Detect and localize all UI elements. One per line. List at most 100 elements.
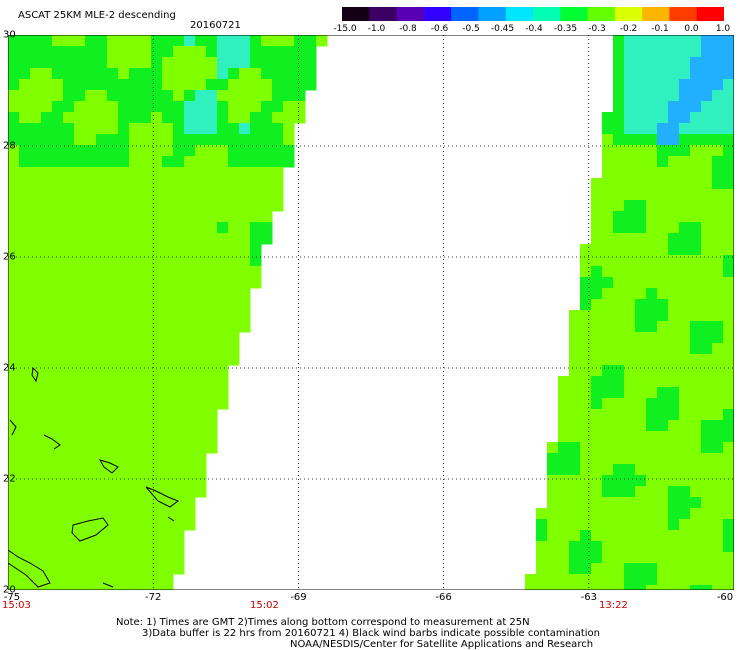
- swath-cell: [63, 431, 75, 443]
- swath-cell: [679, 453, 691, 465]
- swath-cell: [624, 453, 636, 465]
- swath-cell: [679, 431, 691, 443]
- swath-cell: [118, 574, 130, 586]
- swath-cell: [723, 57, 734, 69]
- swath-cell: [701, 211, 713, 223]
- swath-cell: [668, 530, 680, 542]
- swath-cell: [173, 453, 185, 465]
- swath-cell: [569, 332, 581, 344]
- swath-cell: [239, 310, 251, 322]
- swath-cell: [195, 112, 207, 124]
- swath-cell: [228, 156, 240, 168]
- swath-cell: [184, 233, 196, 245]
- swath-cell: [712, 365, 724, 377]
- swath-cell: [8, 332, 20, 344]
- swath-cell: [151, 475, 163, 487]
- swath-cell: [206, 57, 218, 69]
- swath-cell: [228, 145, 240, 157]
- swath-cell: [635, 35, 647, 47]
- swath-cell: [129, 475, 141, 487]
- swath-cell: [41, 46, 53, 58]
- swath-cell: [591, 376, 603, 388]
- swath-cell: [602, 431, 614, 443]
- swath-cell: [679, 277, 691, 289]
- swath-cell: [602, 409, 614, 421]
- swath-cell: [74, 486, 86, 498]
- swath-cell: [162, 574, 174, 586]
- swath-cell: [217, 112, 229, 124]
- swath-cell: [195, 46, 207, 58]
- swath-cell: [613, 35, 625, 47]
- swath-cell: [85, 68, 97, 80]
- swath-cell: [602, 574, 614, 586]
- swath-cell: [294, 68, 306, 80]
- swath-cell: [63, 167, 75, 179]
- swath-cell: [679, 486, 691, 498]
- swath-cell: [723, 189, 734, 201]
- swath-cell: [52, 365, 64, 377]
- swath-cell: [8, 541, 20, 553]
- swath-cell: [173, 255, 185, 267]
- swath-cell: [118, 354, 130, 366]
- swath-cell: [294, 101, 306, 113]
- swath-cell: [206, 255, 218, 267]
- swath-cell: [63, 145, 75, 157]
- colorbar-tick-label: 0.0: [684, 24, 699, 34]
- swath-cell: [712, 431, 724, 443]
- swath-cell: [140, 519, 152, 531]
- swath-cell: [701, 255, 713, 267]
- swath-cell: [569, 409, 581, 421]
- swath-cell: [580, 266, 592, 278]
- swath-cell: [96, 277, 108, 289]
- swath-cell: [646, 486, 658, 498]
- swath-cell: [52, 541, 64, 553]
- swath-cell: [74, 266, 86, 278]
- swath-cell: [635, 453, 647, 465]
- swath-cell: [173, 552, 185, 564]
- swath-cell: [151, 398, 163, 410]
- swath-cell: [272, 189, 284, 201]
- swath-cell: [63, 343, 75, 355]
- swath-cell: [173, 365, 185, 377]
- swath-cell: [591, 552, 603, 564]
- swath-cell: [41, 508, 53, 520]
- swath-cell: [712, 134, 724, 146]
- swath-cell: [162, 519, 174, 531]
- time-label-left: 15:03: [2, 600, 31, 611]
- swath-cell: [602, 475, 614, 487]
- swath-cell: [712, 123, 724, 135]
- swath-cell: [602, 552, 614, 564]
- swath-cell: [547, 475, 559, 487]
- swath-cell: [52, 321, 64, 333]
- swath-cell: [96, 255, 108, 267]
- swath-cell: [129, 222, 141, 234]
- swath-cell: [635, 189, 647, 201]
- swath-cell: [690, 376, 702, 388]
- swath-cell: [173, 530, 185, 542]
- swath-cell: [690, 519, 702, 531]
- swath-cell: [712, 398, 724, 410]
- swath-cell: [580, 244, 592, 256]
- swath-cell: [250, 167, 262, 179]
- swath-cell: [52, 387, 64, 399]
- swath-cell: [206, 35, 218, 47]
- swath-cell: [30, 244, 42, 256]
- swath-cell: [162, 376, 174, 388]
- swath-cell: [107, 497, 119, 509]
- swath-cell: [283, 68, 295, 80]
- swath-cell: [250, 123, 262, 135]
- swath-cell: [129, 409, 141, 421]
- swath-cell: [41, 486, 53, 498]
- swath-cell: [184, 79, 196, 91]
- swath-cell: [272, 134, 284, 146]
- swath-cell: [712, 222, 724, 234]
- swath-cell: [690, 486, 702, 498]
- swath-cell: [19, 145, 31, 157]
- swath-cell: [657, 464, 669, 476]
- swath-cell: [624, 156, 636, 168]
- swath-cell: [107, 255, 119, 267]
- swath-cell: [85, 475, 97, 487]
- swath-cell: [250, 134, 262, 146]
- swath-cell: [679, 552, 691, 564]
- swath-cell: [107, 288, 119, 300]
